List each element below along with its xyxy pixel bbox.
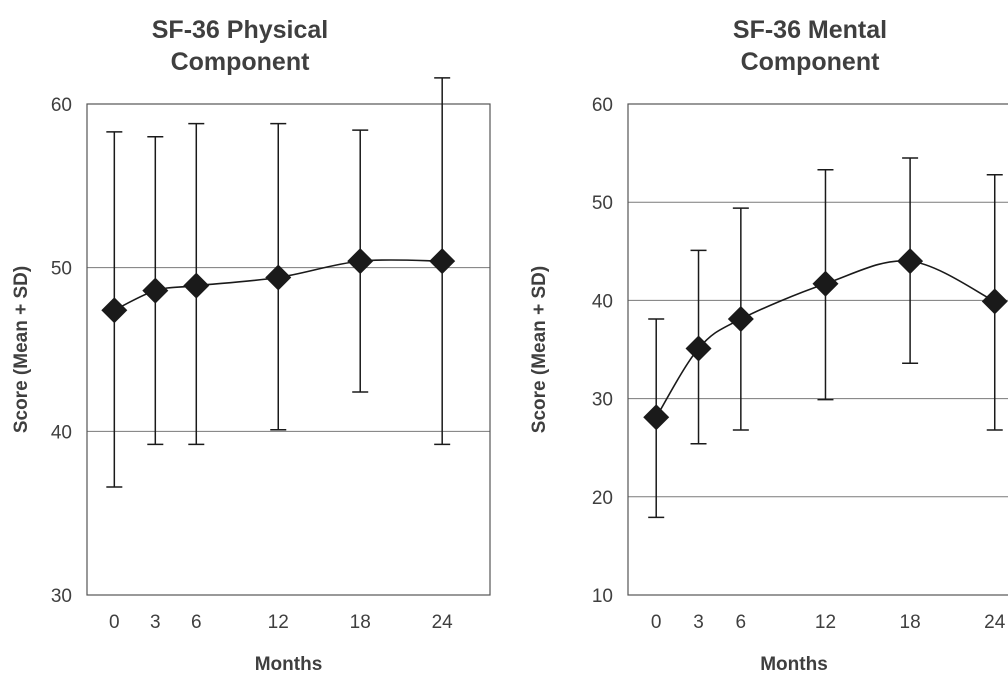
x-axis-title: Months <box>255 654 323 673</box>
y-tick-label: 60 <box>51 95 72 116</box>
x-tick-label: 12 <box>815 612 836 633</box>
chart-title-line: SF-36 Physical <box>152 16 328 44</box>
data-point-marker <box>812 270 839 297</box>
x-tick-label: 6 <box>736 612 747 633</box>
chart-title-line: Component <box>171 48 311 76</box>
y-tick-label: 30 <box>592 390 613 411</box>
y-tick-label: 30 <box>51 586 72 607</box>
x-tick-label: 3 <box>150 612 161 633</box>
chart-title-line: SF-36 Mental <box>733 16 887 44</box>
chart-panel-1: SF-36 Physical Component 30 40 50 60 0 3 6 12 18 24… <box>11 16 491 673</box>
y-tick-label: 40 <box>51 422 72 443</box>
chart-title: SF-36 Mental Component <box>733 16 887 76</box>
x-tick-label: 0 <box>109 612 120 633</box>
data-point-marker <box>142 277 169 304</box>
y-axis-title: Score (Mean + SD) <box>529 266 550 433</box>
x-tick-label: 18 <box>900 612 921 633</box>
x-tick-label: 12 <box>268 612 289 633</box>
y-tick-label: 10 <box>592 586 613 607</box>
chart-panel-2: SF-36 Mental Component 10 20 30 40 50 60 0 3 6 12 18… <box>529 16 1008 673</box>
plot-frame <box>86 103 491 596</box>
chart-title: SF-36 Physical Component <box>152 16 328 76</box>
x-tick-label: 3 <box>693 612 704 633</box>
data-point-marker <box>347 248 374 275</box>
y-tick-label: 20 <box>592 488 613 509</box>
y-tick-label: 50 <box>592 193 613 214</box>
data-point-marker <box>727 306 754 333</box>
data-point-marker <box>897 248 924 275</box>
data-point-marker <box>183 272 210 299</box>
y-tick-label: 60 <box>592 95 613 116</box>
y-tick-label: 40 <box>592 291 613 312</box>
x-tick-label: 0 <box>651 612 662 633</box>
plot-frame <box>627 103 1008 596</box>
x-axis-title: Months <box>760 654 828 673</box>
data-point-marker <box>101 297 128 324</box>
x-tick-label: 24 <box>984 612 1006 633</box>
x-tick-label: 18 <box>350 612 371 633</box>
y-tick-label: 50 <box>51 259 72 280</box>
data-point-marker <box>429 248 456 275</box>
x-tick-label: 6 <box>191 612 202 633</box>
data-point-marker <box>981 288 1008 315</box>
chart-title-line: Component <box>741 48 881 76</box>
y-axis-title: Score (Mean + SD) <box>11 266 32 433</box>
x-tick-label: 24 <box>432 612 454 633</box>
data-point-marker <box>265 264 292 291</box>
data-point-marker <box>685 335 712 362</box>
data-point-marker <box>643 404 670 431</box>
series-line <box>655 259 996 418</box>
